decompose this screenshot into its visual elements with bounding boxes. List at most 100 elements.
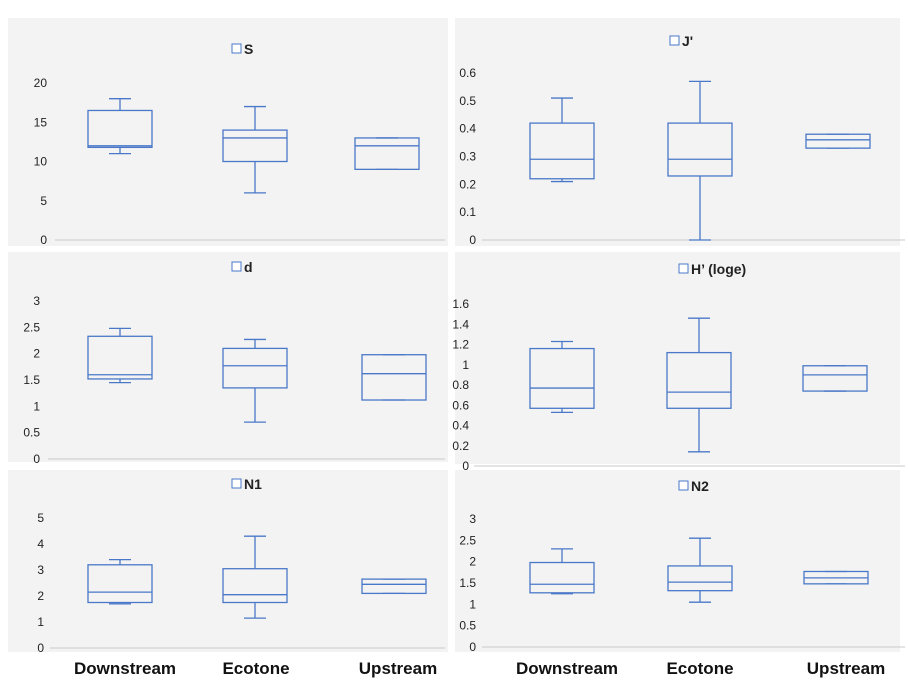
box-ecotone <box>667 80 733 241</box>
y-tick-label: 0.3 <box>459 150 476 164</box>
y-tick-label: 1 <box>469 597 476 611</box>
legend: N2 <box>678 478 709 494</box>
y-tick-label: 3 <box>33 294 40 308</box>
panel-2: 0 0.1 0.2 0.3 0.4 0.5 0.6 J' <box>455 18 905 247</box>
y-tick-label: 0.6 <box>452 398 469 412</box>
y-tick-label: 2 <box>33 347 40 361</box>
iqr-box <box>354 137 420 170</box>
box-ecotone <box>222 105 288 194</box>
y-tick-label: 0.5 <box>459 619 476 633</box>
legend-swatch <box>669 35 680 46</box>
x-label-ecotone-left: Ecotone <box>222 659 289 678</box>
x-axis-labels: Downstream Ecotone Upstream Downstream E… <box>74 659 885 678</box>
box-ecotone <box>667 537 733 603</box>
panel-title: N2 <box>691 478 709 494</box>
y-tick-label: 0.5 <box>23 426 40 440</box>
iqr-box <box>529 561 595 594</box>
y-tick-label: 0 <box>469 640 476 654</box>
panel-background <box>455 470 900 652</box>
iqr-box <box>87 335 153 380</box>
iqr-box <box>666 351 732 409</box>
y-tick-label: 3 <box>469 512 476 526</box>
y-tick-label: 0.2 <box>459 177 476 191</box>
y-tick-label: 1.5 <box>459 576 476 590</box>
y-tick-label: 0.1 <box>459 205 476 219</box>
legend: J' <box>669 33 693 49</box>
y-tick-label: 0 <box>462 459 469 473</box>
legend-swatch <box>231 261 242 272</box>
y-tick-label: 0 <box>469 233 476 247</box>
iqr-box <box>87 109 153 149</box>
y-tick-label: 15 <box>34 115 48 129</box>
y-tick-label: 0 <box>33 452 40 466</box>
iqr-box <box>802 365 868 392</box>
iqr-box <box>667 565 733 592</box>
panel-title: J' <box>682 33 693 49</box>
y-tick-label: 0.4 <box>459 122 476 136</box>
y-tick-label: 0.4 <box>452 419 469 433</box>
panel-4: 0 0.2 0.4 0.6 0.8 1 1.2 1.4 1.6 H’ (loge) <box>452 252 905 473</box>
y-tick-label: 1 <box>462 358 469 372</box>
box-upstream <box>361 354 427 401</box>
x-label-ecotone-right: Ecotone <box>666 659 733 678</box>
y-tick-label: 5 <box>37 511 44 525</box>
y-tick-label: 1 <box>33 399 40 413</box>
panel-3: 0 0.5 1 1.5 2 2.5 3 d <box>8 252 448 466</box>
panel-title: N1 <box>244 476 262 492</box>
x-label-downstream-left: Downstream <box>74 659 176 678</box>
iqr-box <box>529 347 595 409</box>
box-downstream <box>529 97 595 183</box>
box-downstream <box>87 327 153 384</box>
legend-swatch <box>231 478 242 489</box>
legend: N1 <box>231 476 262 492</box>
y-tick-label: 0.8 <box>452 378 469 392</box>
y-tick-label: 2.5 <box>23 320 40 334</box>
panel-title: S <box>244 41 253 57</box>
box-downstream <box>529 340 595 413</box>
x-label-upstream-left: Upstream <box>359 659 437 678</box>
y-tick-label: 2 <box>37 589 44 603</box>
y-tick-label: 0 <box>40 233 47 247</box>
box-ecotone <box>222 338 288 423</box>
y-tick-label: 2 <box>469 555 476 569</box>
iqr-box <box>222 568 288 604</box>
legend-swatch <box>231 43 242 54</box>
box-downstream <box>87 558 153 605</box>
y-tick-label: 0 <box>37 641 44 655</box>
legend: S <box>231 41 253 57</box>
y-tick-label: 1.5 <box>23 373 40 387</box>
panel-title: d <box>244 259 253 275</box>
panel-6: 0 0.5 1 1.5 2 2.5 3 N2 <box>455 470 905 654</box>
y-tick-label: 0.6 <box>459 66 476 80</box>
iqr-box <box>529 122 595 180</box>
box-ecotone <box>222 535 288 619</box>
iqr-box <box>805 133 871 149</box>
panel-background <box>455 252 900 464</box>
panel-5: 0 1 2 3 4 5 N1 <box>8 470 448 655</box>
y-tick-label: 2.5 <box>459 533 476 547</box>
panel-background <box>8 252 448 462</box>
legend-swatch <box>678 480 689 491</box>
y-tick-label: 1.4 <box>452 317 469 331</box>
y-tick-label: 5 <box>40 194 47 208</box>
box-upstream <box>802 365 868 392</box>
box-downstream <box>87 98 153 155</box>
panel-1: 0 5 10 15 20 S <box>8 18 448 247</box>
legend-swatch <box>678 263 689 274</box>
panel-title: H’ (loge) <box>691 261 746 277</box>
y-tick-label: 20 <box>34 76 48 90</box>
panel-background <box>8 18 448 246</box>
x-label-upstream-right: Upstream <box>807 659 885 678</box>
iqr-box <box>361 578 427 595</box>
iqr-box <box>361 354 427 401</box>
box-upstream <box>805 133 871 149</box>
box-downstream <box>529 548 595 595</box>
legend: H’ (loge) <box>678 261 746 277</box>
panel-background <box>8 470 448 652</box>
y-tick-label: 1.6 <box>452 297 469 311</box>
box-upstream <box>803 570 869 585</box>
y-tick-label: 1.2 <box>452 338 469 352</box>
y-tick-label: 0.2 <box>452 439 469 453</box>
y-tick-label: 10 <box>34 155 48 169</box>
